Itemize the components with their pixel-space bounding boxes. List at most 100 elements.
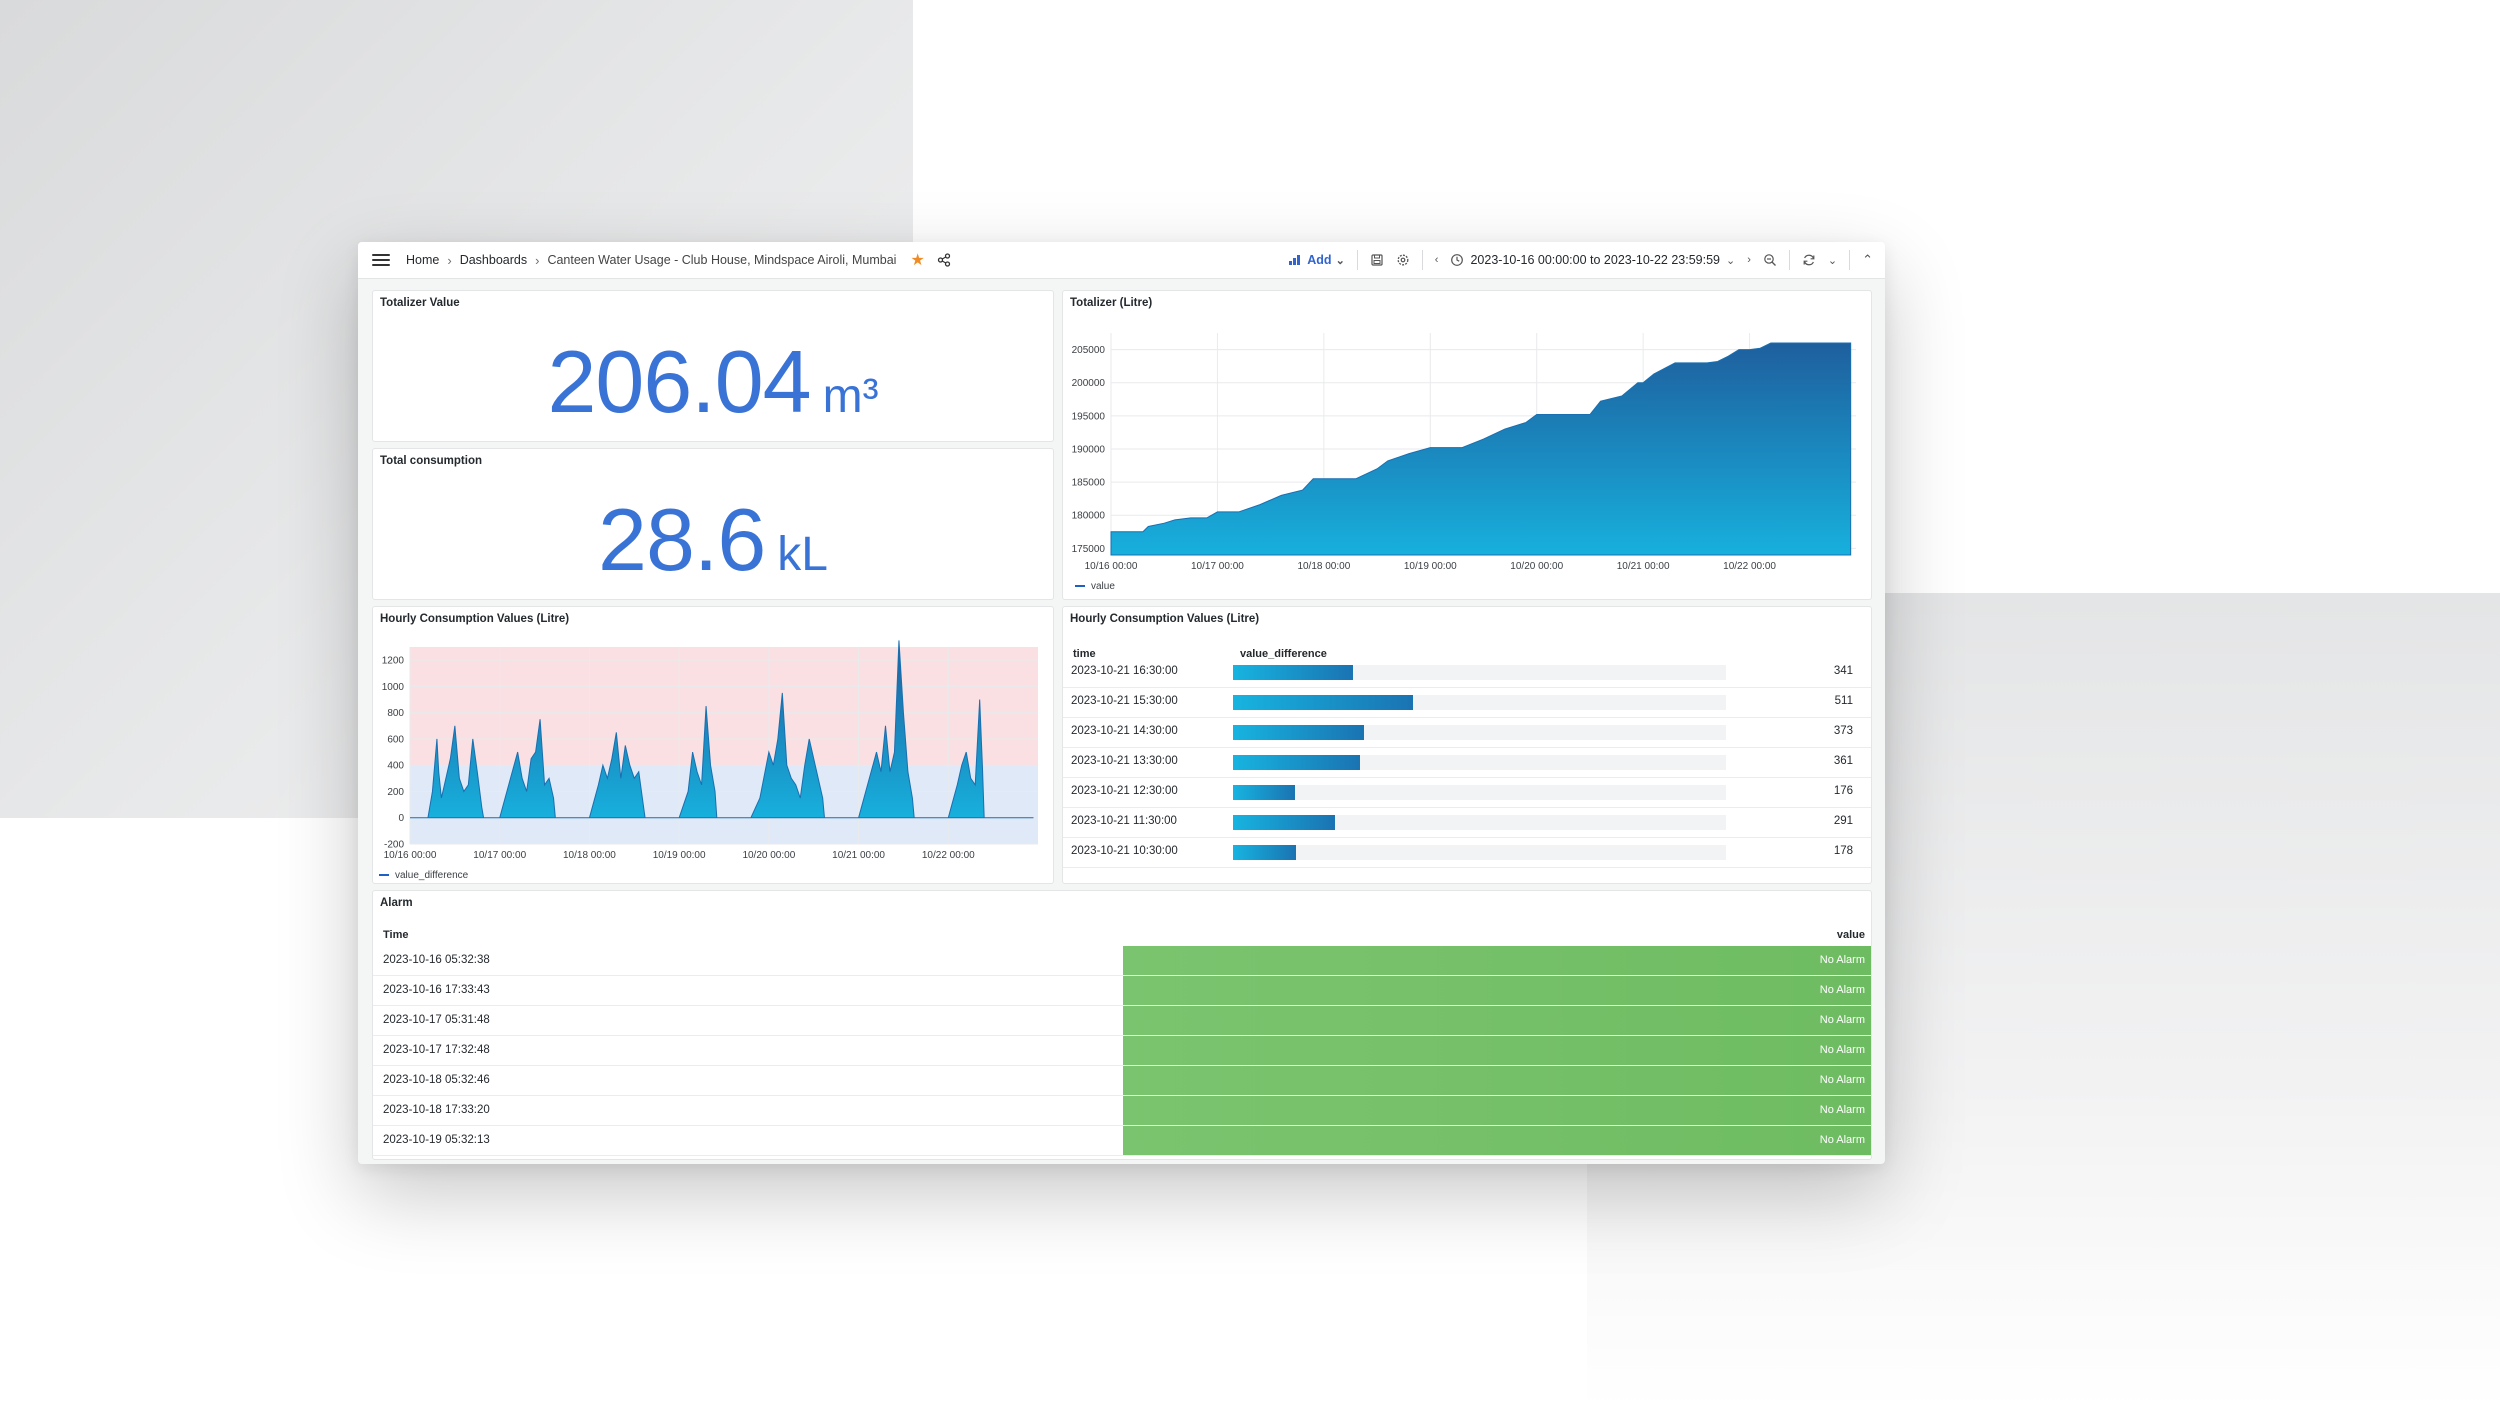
stat-value: 206.04 bbox=[547, 332, 811, 431]
status-cell: No Alarm bbox=[1123, 1036, 1871, 1065]
row-time: 2023-10-21 10:30:00 bbox=[1071, 845, 1178, 857]
table-row[interactable]: 2023-10-19 05:32:13 No Alarm bbox=[373, 1126, 1871, 1156]
row-time: 2023-10-21 13:30:00 bbox=[1071, 755, 1178, 767]
table-row[interactable]: 2023-10-21 15:30:00 511 bbox=[1063, 687, 1871, 718]
total-consumption-panel[interactable]: Total consumption 28.6 kL bbox=[372, 448, 1054, 600]
hourly-consumption-chart: 10/16 00:00 10/17 00:00 10/18 00:00 10/19 0… bbox=[379, 640, 1038, 881]
table-row[interactable]: 2023-10-21 14:30:00 373 bbox=[1063, 717, 1871, 748]
refresh-icon[interactable] bbox=[1802, 253, 1816, 267]
chevron-right-icon: › bbox=[535, 252, 540, 268]
chevron-up-icon[interactable]: ⌃ bbox=[1862, 252, 1873, 267]
x-tick-label: 10/18 00:00 bbox=[563, 850, 616, 861]
totalizer-value-panel[interactable]: Totalizer Value 206.04 m³ bbox=[372, 290, 1054, 442]
x-tick-label: 10/21 00:00 bbox=[1617, 561, 1670, 572]
row-value: 511 bbox=[1834, 695, 1853, 707]
status-value: No Alarm bbox=[1819, 1014, 1865, 1026]
hourly-table-panel[interactable]: Hourly Consumption Values (Litre) time v… bbox=[1062, 606, 1872, 884]
y-tick-label: 195000 bbox=[1072, 411, 1106, 422]
table-row[interactable]: 2023-10-16 17:33:43 No Alarm bbox=[373, 976, 1871, 1006]
bar-track bbox=[1233, 785, 1726, 800]
panel-title: Total consumption bbox=[380, 455, 483, 467]
x-tick-label: 10/22 00:00 bbox=[1723, 561, 1776, 572]
x-tick-label: 10/16 00:00 bbox=[384, 850, 437, 861]
row-time: 2023-10-18 05:32:46 bbox=[383, 1074, 490, 1086]
row-time: 2023-10-16 17:33:43 bbox=[383, 984, 490, 996]
table-row[interactable]: 2023-10-16 05:32:38 No Alarm bbox=[373, 946, 1871, 976]
divider bbox=[1849, 250, 1851, 270]
value-bar bbox=[1233, 785, 1295, 800]
zoom-out-icon[interactable] bbox=[1763, 253, 1777, 267]
breadcrumb: Home › Dashboards › Canteen Water Usage … bbox=[406, 253, 896, 268]
clock-icon bbox=[1451, 254, 1464, 266]
status-value: No Alarm bbox=[1819, 984, 1865, 996]
chevron-right-icon: › bbox=[447, 252, 452, 268]
row-time: 2023-10-17 05:31:48 bbox=[383, 1014, 490, 1026]
chevron-down-icon: ⌄ bbox=[1725, 254, 1736, 267]
bar-track bbox=[1233, 845, 1726, 860]
row-value: 291 bbox=[1833, 815, 1853, 827]
time-range-label: 2023-10-16 00:00:00 to 2023-10-22 23:59:… bbox=[1470, 253, 1720, 267]
table-row[interactable]: 2023-10-21 11:30:00 291 bbox=[1063, 807, 1871, 838]
hourly-chart-panel[interactable]: Hourly Consumption Values (Litre) 10/16 … bbox=[372, 606, 1054, 884]
menu-icon[interactable] bbox=[372, 254, 390, 266]
status-cell: No Alarm bbox=[1123, 1096, 1871, 1125]
bar-track bbox=[1233, 815, 1726, 830]
series-area bbox=[1110, 342, 1852, 556]
add-button[interactable]: Add ⌄ bbox=[1289, 253, 1345, 267]
stat-value: 28.6 bbox=[598, 490, 766, 589]
row-time: 2023-10-21 11:30:00 bbox=[1071, 815, 1177, 827]
legend-label: value bbox=[1091, 581, 1115, 592]
star-icon[interactable]: ★ bbox=[910, 252, 925, 269]
table-row[interactable]: 2023-10-17 17:32:48 No Alarm bbox=[373, 1036, 1871, 1066]
table-row[interactable]: 2023-10-17 05:31:48 No Alarm bbox=[373, 1006, 1871, 1036]
column-header-time[interactable]: time bbox=[1073, 648, 1096, 660]
time-back-icon[interactable]: ‹ bbox=[1434, 254, 1439, 266]
status-value: No Alarm bbox=[1819, 1044, 1865, 1056]
gear-icon[interactable] bbox=[1396, 253, 1410, 267]
row-time: 2023-10-19 05:32:13 bbox=[383, 1134, 490, 1146]
column-header-value[interactable]: value_difference bbox=[1240, 648, 1327, 660]
stat-display: 28.6 kL bbox=[373, 489, 1053, 591]
divider bbox=[1356, 250, 1358, 270]
row-time: 2023-10-21 12:30:00 bbox=[1071, 785, 1178, 797]
refresh-interval-chevron-icon[interactable]: ⌄ bbox=[1827, 254, 1838, 267]
y-tick-label: 185000 bbox=[1072, 478, 1106, 489]
table-row[interactable]: 2023-10-18 05:32:46 No Alarm bbox=[373, 1066, 1871, 1096]
column-header-value[interactable]: value bbox=[1836, 929, 1865, 941]
breadcrumb-home[interactable]: Home bbox=[406, 253, 440, 267]
y-tick-label: 400 bbox=[387, 761, 404, 772]
table-row[interactable]: 2023-10-18 17:33:20 No Alarm bbox=[373, 1096, 1871, 1126]
status-value: No Alarm bbox=[1819, 954, 1865, 966]
y-tick-label: 180000 bbox=[1072, 511, 1106, 522]
totalizer-chart-panel[interactable]: Totalizer (Litre) 10/16 00:00 10/17 00:00… bbox=[1062, 290, 1872, 600]
value-bar bbox=[1233, 725, 1365, 740]
y-tick-label: 0 bbox=[398, 813, 404, 824]
y-tick-label: 200 bbox=[387, 787, 404, 798]
x-tick-label: 10/18 00:00 bbox=[1297, 561, 1350, 572]
series-area bbox=[410, 640, 1034, 819]
row-value: 178 bbox=[1833, 845, 1853, 857]
time-range-picker[interactable]: 2023-10-16 00:00:00 to 2023-10-22 23:59:… bbox=[1450, 253, 1735, 267]
column-header-time[interactable]: Time bbox=[383, 929, 409, 941]
status-cell: No Alarm bbox=[1123, 1066, 1871, 1095]
time-forward-icon[interactable]: › bbox=[1747, 254, 1751, 266]
breadcrumb-dashboards[interactable]: Dashboards bbox=[459, 253, 528, 267]
y-tick-label: 200000 bbox=[1072, 378, 1106, 389]
table-body: 2023-10-21 16:30:00 341 2023-10-21 15:30:0… bbox=[1063, 663, 1871, 878]
status-cell: No Alarm bbox=[1123, 1126, 1871, 1155]
table-row[interactable]: 2023-10-21 16:30:00 341 bbox=[1063, 663, 1871, 688]
save-icon[interactable] bbox=[1370, 253, 1384, 267]
table-row[interactable]: 2023-10-21 12:30:00 176 bbox=[1063, 777, 1871, 808]
table-row[interactable]: 2023-10-21 10:30:00 178 bbox=[1063, 837, 1871, 868]
table-row[interactable]: 2023-10-21 13:30:00 361 bbox=[1063, 747, 1871, 778]
share-icon[interactable] bbox=[937, 253, 951, 267]
value-bar bbox=[1233, 815, 1336, 830]
panel-title: Hourly Consumption Values (Litre) bbox=[1070, 613, 1260, 625]
row-time: 2023-10-17 17:32:48 bbox=[383, 1044, 490, 1056]
x-tick-label: 10/20 00:00 bbox=[1510, 561, 1563, 572]
alarm-panel[interactable]: Alarm Time value 2023-10-16 05:32:38 No A… bbox=[372, 890, 1872, 1160]
row-value: 176 bbox=[1833, 785, 1853, 797]
row-time: 2023-10-21 16:30:00 bbox=[1071, 665, 1178, 677]
bar-track bbox=[1233, 665, 1726, 680]
x-tick-label: 10/19 00:00 bbox=[653, 850, 706, 861]
